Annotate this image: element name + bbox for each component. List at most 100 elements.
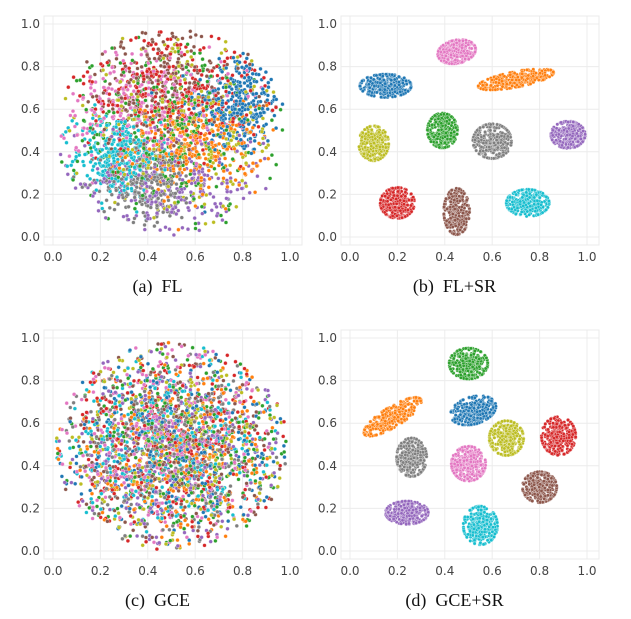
scatter-point bbox=[153, 57, 157, 61]
scatter-point bbox=[160, 131, 164, 135]
scatter-point bbox=[219, 111, 223, 115]
scatter-point bbox=[221, 218, 225, 222]
scatter-point bbox=[131, 182, 135, 186]
scatter-point bbox=[129, 106, 133, 110]
scatter-point bbox=[187, 87, 191, 91]
scatter-point bbox=[261, 137, 265, 141]
scatter-point bbox=[111, 150, 115, 154]
scatter-point bbox=[222, 169, 226, 173]
scatter-point bbox=[244, 90, 248, 94]
scatter-point bbox=[124, 177, 128, 181]
scatter-point bbox=[92, 164, 96, 168]
scatter-point bbox=[84, 108, 88, 112]
scatter-point bbox=[66, 85, 70, 89]
scatter-point bbox=[163, 124, 167, 128]
scatter-point bbox=[171, 93, 175, 97]
scatter-point bbox=[135, 86, 139, 90]
scatter-point bbox=[185, 71, 189, 75]
scatter-point bbox=[158, 114, 162, 118]
scatter-point bbox=[81, 160, 85, 164]
scatter-point bbox=[155, 143, 159, 147]
scatter-point bbox=[180, 101, 184, 105]
scatter-point bbox=[94, 119, 98, 123]
scatter-point bbox=[244, 184, 248, 188]
scatter-point bbox=[100, 148, 104, 152]
scatter-point bbox=[129, 175, 133, 179]
scatter-point bbox=[152, 170, 156, 174]
scatter-point bbox=[545, 195, 548, 198]
scatter-point bbox=[156, 197, 160, 201]
scatter-point bbox=[197, 118, 201, 122]
scatter-point bbox=[208, 177, 212, 181]
scatter-point bbox=[166, 37, 170, 41]
scatter-point bbox=[247, 76, 251, 80]
scatter-point bbox=[235, 124, 239, 128]
scatter-point bbox=[178, 190, 182, 194]
scatter-point bbox=[266, 81, 270, 85]
scatter-point bbox=[107, 86, 111, 90]
x-tick-label: 0.6 bbox=[483, 250, 502, 264]
scatter-point bbox=[184, 156, 188, 160]
scatter-point bbox=[142, 123, 146, 127]
x-tick-label: 0.4 bbox=[138, 250, 157, 264]
scatter-point bbox=[122, 149, 126, 153]
x-tick-label: 0.2 bbox=[388, 250, 407, 264]
scatter-point bbox=[194, 227, 198, 231]
scatter-point bbox=[142, 39, 146, 43]
scatter-point bbox=[101, 52, 105, 56]
scatter-point bbox=[162, 56, 166, 60]
scatter-point bbox=[103, 128, 107, 132]
scatter-point bbox=[252, 133, 256, 137]
scatter-point bbox=[168, 214, 172, 218]
scatter-point bbox=[77, 149, 81, 153]
scatter-point bbox=[484, 153, 487, 156]
y-tick-label: 1.0 bbox=[21, 17, 40, 31]
scatter-point bbox=[250, 59, 254, 63]
scatter-point bbox=[88, 183, 92, 187]
scatter-point bbox=[118, 114, 122, 118]
scatter-point bbox=[160, 89, 164, 93]
scatter-point bbox=[131, 162, 135, 166]
scatter-point bbox=[132, 101, 136, 105]
scatter-point bbox=[181, 130, 185, 134]
scatter-point bbox=[161, 100, 165, 104]
scatter-point bbox=[228, 163, 232, 167]
scatter-point bbox=[221, 76, 225, 80]
scatter-point bbox=[160, 146, 164, 150]
scatter-point bbox=[138, 157, 142, 161]
scatter-point bbox=[177, 64, 181, 68]
scatter-point bbox=[267, 85, 271, 89]
scatter-point bbox=[125, 162, 129, 166]
scatter-point bbox=[229, 127, 233, 131]
scatter-point bbox=[228, 171, 232, 175]
scatter-point bbox=[198, 78, 202, 82]
scatter-point bbox=[239, 138, 243, 142]
scatter-point bbox=[203, 98, 207, 102]
scatter-point bbox=[154, 200, 158, 204]
scatter-point bbox=[265, 103, 269, 107]
scatter-point bbox=[187, 179, 191, 183]
scatter-point bbox=[190, 111, 194, 115]
scatter-point bbox=[246, 84, 250, 88]
scatter-point bbox=[254, 108, 258, 112]
scatter-point bbox=[175, 151, 179, 155]
scatter-point bbox=[176, 209, 180, 213]
scatter-point bbox=[148, 147, 152, 151]
scatter-point bbox=[225, 197, 229, 201]
scatter-point bbox=[180, 134, 184, 138]
scatter-point bbox=[281, 128, 285, 132]
scatter-point bbox=[129, 153, 133, 157]
scatter-point bbox=[161, 210, 165, 214]
scatter-point bbox=[155, 191, 159, 195]
scatter-point bbox=[137, 138, 141, 142]
scatter-point bbox=[370, 128, 373, 131]
scatter-point bbox=[238, 60, 242, 64]
scatter-point bbox=[185, 94, 189, 98]
scatter-point bbox=[153, 106, 157, 110]
scatter-point bbox=[559, 121, 562, 124]
scatter-point bbox=[192, 120, 196, 124]
scatter-point bbox=[257, 73, 261, 77]
scatter-point bbox=[166, 45, 170, 49]
scatter-point bbox=[261, 87, 265, 91]
scatter-point bbox=[111, 170, 115, 174]
